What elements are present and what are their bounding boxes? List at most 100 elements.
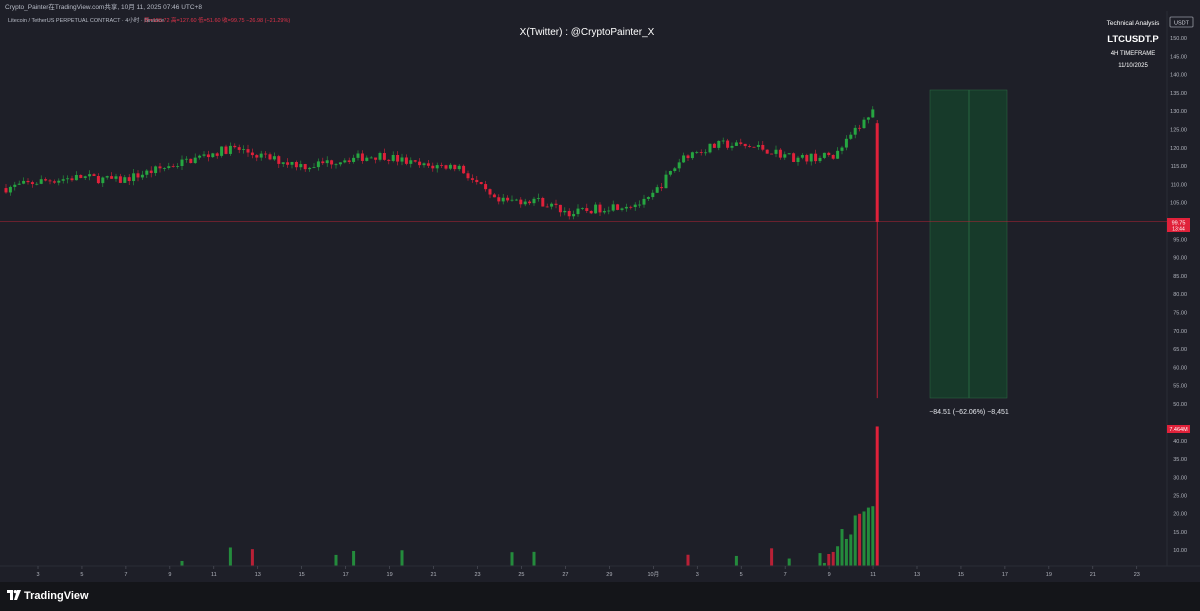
candle-body bbox=[294, 161, 298, 168]
volume-bar bbox=[827, 553, 831, 566]
candle-body bbox=[4, 188, 8, 193]
volume-bar bbox=[228, 547, 232, 566]
candle-body bbox=[281, 162, 285, 164]
candle-body bbox=[374, 157, 378, 160]
candle-body bbox=[396, 154, 400, 162]
symbol-description[interactable]: Litecoin / TetherUS PERPETUAL CONTRACT ·… bbox=[8, 16, 164, 24]
candle-body bbox=[607, 210, 611, 212]
candle-body bbox=[479, 182, 483, 185]
price-range-measure[interactable] bbox=[929, 89, 1008, 399]
candle-body bbox=[13, 184, 17, 187]
footer-bar: TradingView bbox=[0, 582, 1200, 611]
candle-body bbox=[193, 157, 197, 164]
candle-body bbox=[132, 173, 136, 182]
volume-tick-label: 10.00 bbox=[1173, 548, 1187, 554]
price-tick-label: 50.00 bbox=[1173, 402, 1187, 408]
candle-body bbox=[514, 199, 518, 201]
candle-body bbox=[316, 161, 320, 168]
candle-body bbox=[101, 177, 105, 184]
candle-body bbox=[792, 153, 796, 162]
candle-body bbox=[184, 158, 188, 160]
candle-body bbox=[528, 201, 532, 204]
watermark-text: X(Twitter) : @CryptoPainter_X bbox=[520, 27, 655, 38]
candle-body bbox=[734, 142, 738, 146]
candle-body bbox=[171, 166, 175, 167]
candle-body bbox=[330, 160, 334, 165]
candle-body bbox=[589, 210, 593, 214]
candle-body bbox=[149, 170, 153, 174]
tradingview-brand[interactable]: TradingView bbox=[24, 590, 89, 602]
candle-body bbox=[717, 140, 721, 148]
price-tick-label: 130.00 bbox=[1170, 109, 1187, 115]
candle-body bbox=[66, 178, 70, 180]
candle-body bbox=[123, 177, 127, 183]
candle-body bbox=[849, 134, 853, 139]
time-tick-label: 9 bbox=[828, 572, 831, 578]
candle-body bbox=[655, 187, 659, 193]
candle-body bbox=[497, 197, 501, 202]
candle-body bbox=[26, 180, 30, 183]
current-price-value: 99.75 bbox=[1172, 221, 1186, 227]
volume-bar bbox=[334, 554, 338, 566]
time-tick-label: 11 bbox=[211, 572, 217, 578]
candle-body bbox=[198, 155, 202, 158]
candle-body bbox=[602, 211, 606, 213]
tradingview-logo-icon[interactable] bbox=[7, 590, 21, 600]
candle-body bbox=[422, 163, 426, 166]
volume-tick-label: 30.00 bbox=[1173, 475, 1187, 481]
time-tick-label: 23 bbox=[474, 572, 480, 578]
time-tick-label: 15 bbox=[299, 572, 305, 578]
candle-body bbox=[501, 197, 505, 202]
candle-body bbox=[519, 199, 523, 205]
time-axis[interactable]: 3 5 7 9 11 13 15 17 19 21 23 25 27 29 10月 3 5 7 9 11 13 15 17 1… bbox=[36, 566, 1140, 578]
volume-bar bbox=[866, 507, 870, 566]
volume-bar bbox=[858, 513, 862, 566]
candle-body bbox=[70, 178, 74, 181]
candle-body bbox=[814, 153, 818, 162]
candle-body bbox=[167, 166, 171, 168]
volume-bar bbox=[844, 538, 848, 566]
ohlc-values: 开=126.72 高=127.60 低=51.60 收=99.75 −26.98… bbox=[144, 16, 290, 24]
candle-body bbox=[484, 184, 488, 190]
candle-body bbox=[836, 150, 840, 159]
volume-bar bbox=[836, 546, 840, 566]
candle-body bbox=[105, 176, 109, 178]
current-volume-value: 7.464M bbox=[1169, 427, 1188, 433]
candle-body bbox=[800, 155, 804, 158]
candle-body bbox=[17, 183, 21, 185]
time-tick-label: 19 bbox=[1046, 572, 1052, 578]
price-axis[interactable]: 150.00 145.00 140.00 135.00 130.00 125.00 120.… bbox=[1170, 36, 1187, 408]
candle-body bbox=[321, 161, 325, 164]
candle-body bbox=[651, 192, 655, 198]
candle-body bbox=[822, 152, 826, 158]
price-tick-label: 70.00 bbox=[1173, 329, 1187, 335]
time-tick-label: 21 bbox=[430, 572, 436, 578]
candle-body bbox=[567, 210, 571, 217]
candle-body bbox=[532, 198, 536, 204]
candle-body bbox=[805, 155, 809, 162]
candle-body bbox=[844, 138, 848, 148]
candle-body bbox=[686, 155, 690, 159]
candle-body bbox=[523, 201, 527, 205]
currency-label[interactable]: USDT bbox=[1174, 21, 1190, 27]
volume-bar bbox=[180, 560, 184, 566]
time-tick-label: 11 bbox=[870, 572, 876, 578]
candle-body bbox=[726, 140, 730, 148]
candle-body bbox=[682, 155, 686, 163]
candle-body bbox=[585, 208, 589, 211]
volume-bar bbox=[787, 558, 791, 566]
price-chart[interactable]: Litecoin / TetherUS PERPETUAL CONTRACT ·… bbox=[0, 0, 1200, 582]
info-title: Technical Analysis bbox=[1107, 20, 1160, 27]
candle-body bbox=[303, 164, 307, 170]
candle-body bbox=[272, 156, 276, 160]
candle-body bbox=[616, 204, 620, 210]
candle-body bbox=[550, 203, 554, 207]
candles bbox=[4, 106, 879, 399]
price-tick-label: 80.00 bbox=[1173, 292, 1187, 298]
candle-body bbox=[660, 187, 664, 189]
info-timeframe: 4H TIMEFRAME bbox=[1111, 51, 1156, 57]
candle-body bbox=[858, 127, 862, 129]
candle-body bbox=[629, 206, 633, 208]
current-volume-badge bbox=[1167, 425, 1190, 433]
time-tick-label: 21 bbox=[1090, 572, 1096, 578]
